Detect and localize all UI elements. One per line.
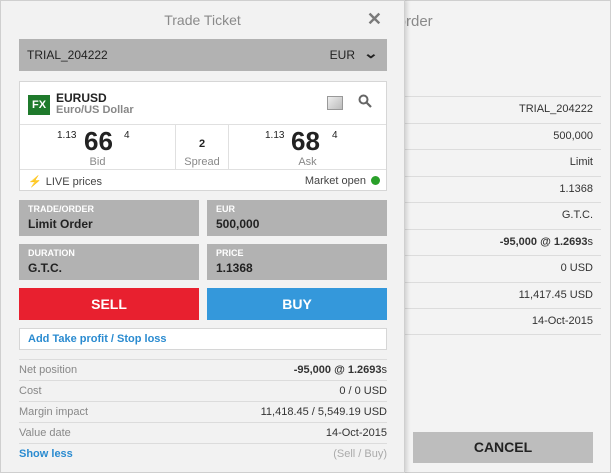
confirm-price: 1.1368 <box>401 175 601 203</box>
confirm-cost: 0 USD <box>401 255 601 282</box>
sell-button[interactable]: SELL <box>19 288 199 320</box>
amount-field[interactable]: EUR 500,000 <box>207 200 387 236</box>
ask-quote[interactable]: 1.13 68 4 Ask <box>229 125 386 169</box>
lightning-icon: ⚡ <box>28 176 42 188</box>
confirm-amount: 500,000 <box>401 122 601 150</box>
spread-quote: 2 Spread <box>176 125 229 169</box>
confirm-details: TRIAL_204222 500,000 Limit 1.1368 G.T.C.… <box>401 96 601 335</box>
chevron-down-icon: ⌄ <box>363 45 379 61</box>
add-tp-sl-link[interactable]: Add Take profit / Stop loss <box>19 328 387 350</box>
ask-big-figure: 68 <box>291 126 320 156</box>
instrument-symbol: EURUSD <box>56 91 107 105</box>
trade-ticket: Trade Ticket ✕ TRIAL_204222 EUR ⌄ FX EUR… <box>0 0 405 473</box>
cancel-button[interactable]: CANCEL <box>413 432 593 463</box>
bid-label: Bid <box>89 156 106 168</box>
account-selector[interactable]: TRIAL_204222 EUR ⌄ <box>19 39 387 71</box>
margin-label: Margin impact <box>19 406 89 418</box>
account-name: TRIAL_204222 <box>27 48 108 62</box>
live-prices-indicator: ⚡ LIVE prices <box>28 175 102 188</box>
live-prices-label: LIVE prices <box>45 176 102 188</box>
confirm-account: TRIAL_204222 <box>401 96 601 123</box>
order-type-label: TRADE/ORDER <box>28 204 95 214</box>
net-position-row: Net position -95,000 @ 1.2693s <box>19 359 387 380</box>
price-field[interactable]: PRICE 1.1368 <box>207 244 387 280</box>
ticket-title: Trade Ticket <box>164 12 241 28</box>
value-date-label: Value date <box>19 427 71 439</box>
cost-row: Cost 0 / 0 USD <box>19 380 387 401</box>
order-type-value: Limit Order <box>28 217 93 231</box>
duration-value: G.T.C. <box>28 261 63 275</box>
instrument-card: FX EURUSD Euro/US Dollar 1.13 66 4 Bid 2… <box>19 81 387 191</box>
bid-big-figure: 66 <box>84 126 113 156</box>
cost-value: 0 / 0 USD <box>339 385 387 397</box>
fx-badge-icon: FX <box>28 95 50 115</box>
close-icon[interactable]: ✕ <box>366 9 382 29</box>
duration-label: DURATION <box>28 248 75 258</box>
bid-pip: 4 <box>124 130 130 141</box>
ask-pip: 4 <box>332 130 338 141</box>
duration-field[interactable]: DURATION G.T.C. <box>19 244 199 280</box>
net-position-value: -95,000 @ 1.2693s <box>293 364 387 376</box>
chart-icon[interactable] <box>327 96 343 110</box>
show-less-row: Show less (Sell / Buy) <box>19 443 387 464</box>
ticket-header: Trade Ticket ✕ <box>1 1 404 39</box>
spread-value: 2 <box>198 138 206 150</box>
confirm-order-type: Limit <box>401 149 601 176</box>
sell-buy-label: (Sell / Buy) <box>333 448 387 460</box>
amount-label: EUR <box>216 204 236 214</box>
order-summary: Net position -95,000 @ 1.2693s Cost 0 / … <box>19 359 387 464</box>
ask-prefix: 1.13 <box>265 130 285 141</box>
buy-button[interactable]: BUY <box>207 288 387 320</box>
show-less-link[interactable]: Show less <box>19 448 73 460</box>
price-value: 1.1368 <box>216 261 253 275</box>
confirm-value-date: 14-Oct-2015 <box>401 308 601 335</box>
market-status: Market open <box>305 175 380 187</box>
cost-label: Cost <box>19 385 42 397</box>
order-type-field[interactable]: TRADE/ORDER Limit Order <box>19 200 199 236</box>
net-position-label: Net position <box>19 364 78 376</box>
confirm-duration: G.T.C. <box>401 202 601 229</box>
status-dot-icon <box>371 176 380 185</box>
amount-value: 500,000 <box>216 217 260 231</box>
quote-strip: 1.13 66 4 Bid 2 Spread 1.13 68 4 Ask <box>20 124 386 170</box>
market-status-label: Market open <box>304 175 366 187</box>
ask-label: Ask <box>298 156 317 168</box>
confirm-net-position: -95,000 @ 1.2693s <box>401 228 601 256</box>
search-icon[interactable] <box>358 94 372 108</box>
spread-label: Spread <box>184 156 220 168</box>
value-date-value: 14-Oct-2015 <box>325 427 387 439</box>
account-currency: EUR <box>329 48 355 62</box>
margin-value: 11,418.45 / 5,549.19 USD <box>260 406 387 418</box>
price-label: PRICE <box>216 248 244 258</box>
bid-prefix: 1.13 <box>57 130 77 141</box>
confirm-margin: 11,417.45 USD <box>401 281 601 309</box>
instrument-description: Euro/US Dollar <box>56 104 134 116</box>
margin-row: Margin impact 11,418.45 / 5,549.19 USD <box>19 401 387 422</box>
bid-quote[interactable]: 1.13 66 4 Bid <box>20 125 176 169</box>
value-date-row: Value date 14-Oct-2015 <box>19 422 387 443</box>
